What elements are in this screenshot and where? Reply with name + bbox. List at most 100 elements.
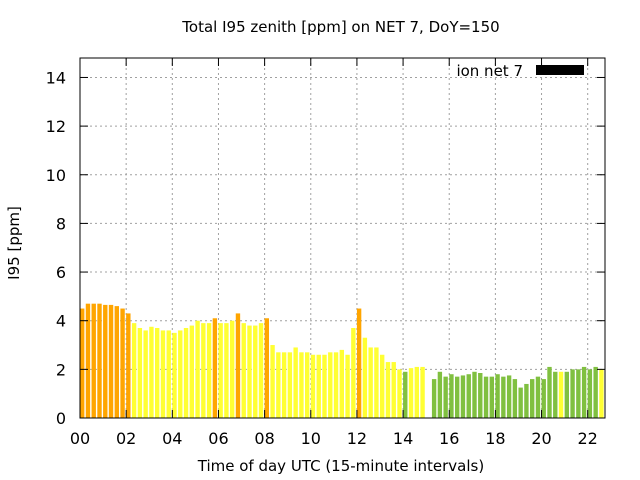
bar [276,352,281,418]
x-tick-label: 10 [301,429,321,448]
bar [576,369,581,418]
bar [380,354,385,418]
bar [97,303,102,418]
bar [126,313,131,418]
x-tick-label: 02 [116,429,136,448]
x-tick-label: 16 [439,429,459,448]
x-tick-label: 18 [485,429,505,448]
bar [166,330,171,418]
bar [305,352,310,418]
bar [189,325,194,418]
bar [449,374,454,418]
bar [310,354,316,418]
legend-swatch [536,65,584,75]
bar [218,323,223,418]
bar [241,323,246,418]
y-tick-label: 2 [56,360,66,379]
bar [478,373,483,418]
bar [114,306,119,418]
bar [501,376,506,418]
bar [281,352,287,418]
bar [443,376,448,418]
bar [149,326,154,418]
bar [472,371,477,418]
bar [587,369,593,418]
bar [85,303,91,418]
bar [495,374,500,418]
bar [235,313,241,418]
bar [547,366,552,418]
grid-layer [80,58,605,418]
bar [403,371,408,418]
bar [155,328,160,418]
bar [414,366,419,418]
bar [506,375,512,418]
bar [437,371,443,418]
bar [541,379,546,418]
bar [322,354,327,418]
bar [374,347,379,418]
bar [143,330,148,418]
x-tick-label: 08 [254,429,274,448]
bar [183,328,189,418]
bar [287,352,293,418]
bar [581,366,587,418]
bar [172,332,177,418]
y-tick-label: 10 [46,166,66,185]
bar [212,318,218,418]
bar [460,375,466,418]
bar [201,323,206,418]
bar [91,303,96,418]
bar [178,330,183,418]
bar [553,371,558,418]
bar [593,366,598,418]
bar [345,354,350,418]
bar [530,379,535,418]
bar [270,345,275,418]
bar [137,328,143,418]
bar [391,362,396,418]
bar [455,376,460,418]
bar [431,379,437,418]
y-tick-label: 6 [56,263,66,282]
bar [356,308,362,418]
bar [397,369,402,418]
bar [564,371,569,418]
bar [570,369,575,418]
bar [80,308,85,418]
bar [108,304,114,418]
x-tick-label: 04 [162,429,182,448]
bar [299,352,304,418]
bar [328,352,333,418]
legend: ion net 7 [456,62,584,80]
bar [230,320,235,418]
bar [535,376,541,418]
bar [224,323,229,418]
bar [518,387,523,418]
bar [466,374,471,418]
bar [258,323,264,418]
bar [339,349,344,418]
x-tick-label: 20 [531,429,551,448]
x-axis-label: Time of day UTC (15-minute intervals) [197,457,484,475]
bar [103,304,108,418]
bar [385,362,391,418]
bar [512,379,518,418]
bar [333,352,339,418]
legend-label: ion net 7 [456,62,523,80]
bar [264,318,269,418]
x-tick-label: 06 [208,429,228,448]
x-tick-label: 22 [578,429,598,448]
bar [420,366,425,418]
plot-border [79,57,606,419]
x-tick-label: 14 [393,429,413,448]
bar [247,325,252,418]
y-tick-label: 0 [56,409,66,428]
bar [160,330,166,418]
bar [293,347,298,418]
bar [316,354,321,418]
y-axis-label: I95 [ppm] [5,206,23,280]
